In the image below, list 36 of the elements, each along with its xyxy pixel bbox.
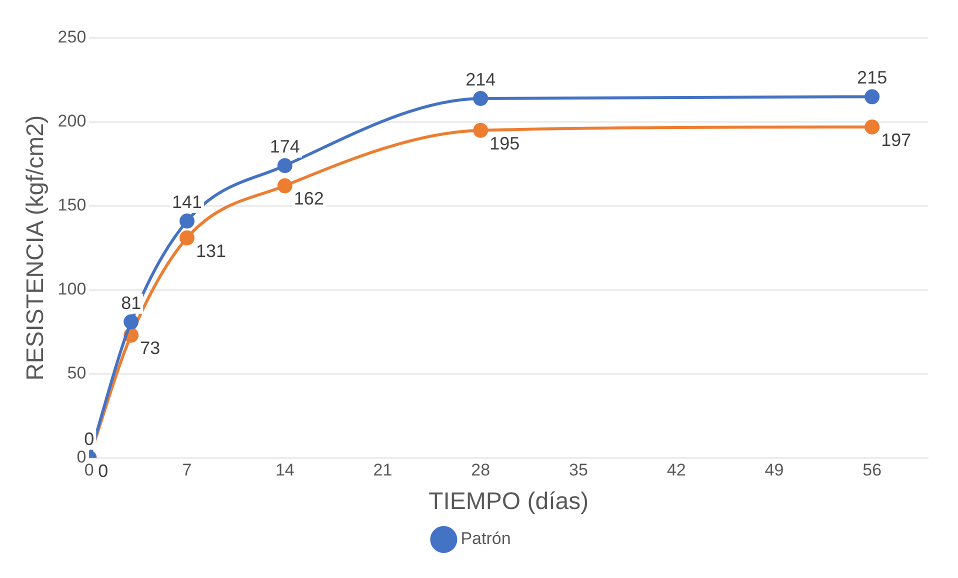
x-tick-label: 7 — [182, 460, 192, 480]
data-label: 131 — [196, 240, 226, 261]
data-label: 197 — [881, 130, 912, 150]
x-axis-title: TIEMPO (días) — [428, 488, 589, 516]
data-label: 141 — [172, 192, 202, 212]
point — [124, 314, 139, 330]
data-label: 215 — [857, 68, 888, 88]
point — [864, 89, 880, 104]
y-tick-label: 200 — [58, 112, 86, 131]
point — [473, 90, 488, 106]
data-label: 162 — [294, 188, 324, 209]
data-label: 174 — [270, 136, 300, 157]
data-label: 73 — [140, 338, 160, 358]
x-tick-label: 14 — [275, 460, 294, 480]
x-tick-label: 28 — [471, 460, 490, 480]
x-tick-label: 56 — [862, 460, 882, 480]
point — [473, 122, 488, 138]
y-axis-title: RESISTENCIA (kgf/cm2) — [22, 115, 50, 381]
x-tick-label: 42 — [666, 460, 686, 480]
y-tick-label: 50 — [67, 364, 86, 383]
x-tick-label: 35 — [569, 460, 588, 480]
y-tick-label: 250 — [58, 28, 86, 47]
point — [180, 230, 195, 246]
legend-label: Patrón — [460, 529, 511, 548]
x-tick-label: 21 — [373, 460, 392, 480]
y-tick-label: 150 — [58, 196, 86, 215]
y-tick-label: 0 — [76, 447, 86, 466]
data-label: 214 — [466, 69, 496, 90]
data-label: 195 — [490, 133, 520, 154]
x-tick-label: 49 — [764, 460, 784, 480]
point — [180, 214, 195, 229]
point — [277, 178, 292, 194]
point — [864, 120, 880, 134]
y-tick-label: 100 — [58, 280, 86, 299]
point — [277, 158, 292, 174]
data-label: 81 — [121, 292, 142, 313]
